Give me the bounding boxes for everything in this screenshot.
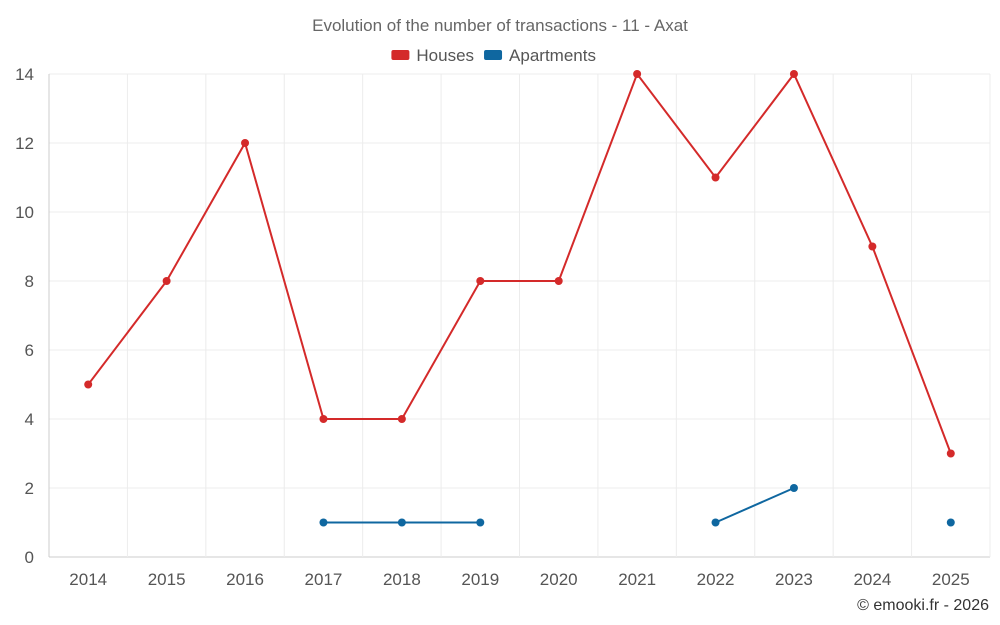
legend-swatch (391, 50, 410, 60)
x-tick-label: 2020 (540, 570, 578, 589)
houses-point[interactable] (319, 415, 328, 423)
x-tick-label: 2018 (383, 570, 421, 589)
legend: Houses Apartments (391, 46, 596, 65)
credit-text: © emooki.fr - 2026 (857, 597, 989, 614)
apartments-line (715, 487, 795, 524)
x-tick-label: 2017 (305, 570, 343, 589)
x-tick-label: 2022 (697, 570, 735, 589)
apartments-point[interactable] (711, 518, 720, 527)
x-tick-label: 2021 (618, 570, 656, 589)
legend-swatch (484, 50, 503, 60)
y-tick-label: 6 (25, 341, 34, 360)
legend-item-apartments[interactable]: Apartments (484, 46, 596, 65)
y-tick-label: 4 (25, 410, 34, 429)
y-tick-label: 0 (25, 548, 34, 567)
houses-point[interactable] (162, 277, 171, 285)
series-layer (84, 70, 955, 527)
legend-label: Houses (416, 46, 474, 65)
x-tick-label: 2019 (461, 570, 499, 589)
houses-point[interactable] (946, 449, 955, 458)
apartments-point[interactable] (946, 518, 955, 527)
houses-point[interactable] (241, 139, 250, 147)
houses-point[interactable] (711, 173, 720, 182)
x-axis: 2014 2015 2016 2017 2018 2019 2020 2021 2022 2023… (69, 570, 969, 589)
y-axis: 0 2 4 6 8 10 12 14 (15, 65, 34, 567)
series-houses (84, 70, 955, 458)
y-tick-label: 8 (25, 272, 34, 291)
houses-point[interactable] (868, 242, 877, 251)
series-apartments (319, 484, 955, 527)
apartments-point[interactable] (476, 518, 485, 527)
grid-lines (48, 73, 991, 558)
legend-item-houses[interactable]: Houses (391, 46, 474, 65)
legend-label: Apartments (509, 46, 596, 65)
x-tick-label: 2014 (69, 570, 107, 589)
x-tick-label: 2025 (932, 570, 970, 589)
y-tick-label: 14 (15, 65, 34, 84)
houses-point[interactable] (554, 277, 563, 285)
apartments-point[interactable] (397, 518, 406, 527)
apartments-point[interactable] (789, 484, 798, 492)
x-tick-label: 2023 (775, 570, 813, 589)
houses-point[interactable] (789, 70, 798, 78)
houses-point[interactable] (633, 70, 642, 78)
houses-line (87, 71, 952, 454)
x-tick-label: 2015 (148, 570, 186, 589)
apartments-point[interactable] (319, 518, 328, 527)
y-tick-label: 12 (15, 134, 34, 153)
y-tick-label: 10 (15, 203, 34, 222)
x-tick-label: 2016 (226, 570, 264, 589)
y-tick-label: 2 (25, 479, 34, 498)
x-tick-label: 2024 (853, 570, 891, 589)
houses-point[interactable] (397, 415, 406, 423)
houses-point[interactable] (84, 380, 93, 389)
houses-point[interactable] (476, 277, 485, 285)
chart-title: Evolution of the number of transactions … (312, 16, 688, 35)
